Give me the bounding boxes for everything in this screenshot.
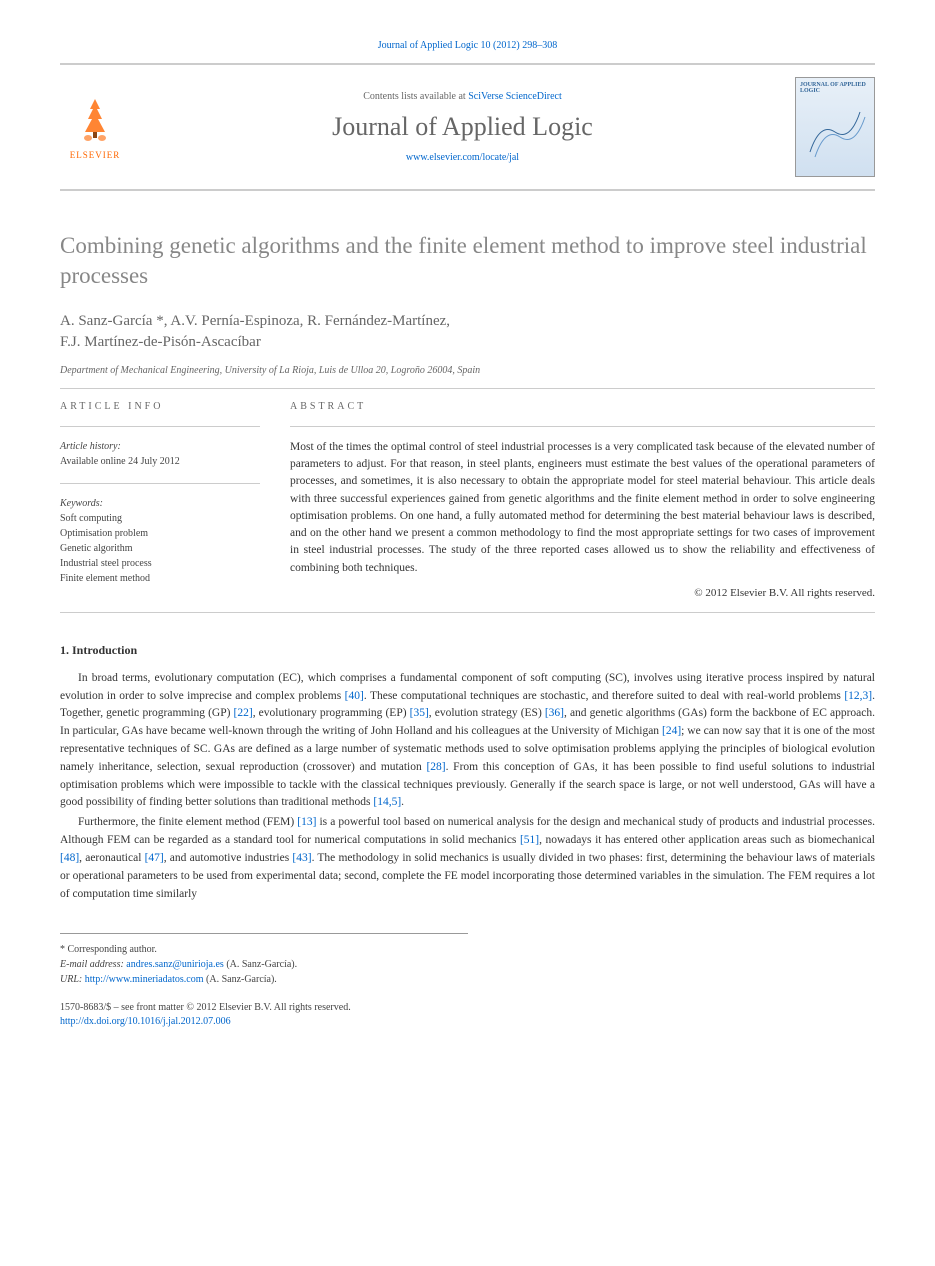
keywords-block: Keywords: Soft computing Optimisation pr… xyxy=(60,496,260,586)
url-label: URL: xyxy=(60,974,85,985)
paragraph-2: Furthermore, the finite element method (… xyxy=(60,814,875,903)
email-suffix: (A. Sanz-García). xyxy=(224,959,297,970)
cover-art-icon xyxy=(800,102,870,162)
divider-info-2 xyxy=(60,483,260,484)
abstract-copyright: © 2012 Elsevier B.V. All rights reserved… xyxy=(290,587,875,599)
keyword-item: Genetic algorithm xyxy=(60,541,260,556)
info-abstract-row: ARTICLE INFO Article history: Available … xyxy=(60,401,875,600)
cover-thumbnail[interactable]: JOURNAL OF APPLIED LOGIC xyxy=(795,77,875,177)
history-line: Available online 24 July 2012 xyxy=(60,454,260,469)
text-run: , aeronautical xyxy=(79,852,144,864)
divider-top xyxy=(60,388,875,389)
cover-thumb-title: JOURNAL OF APPLIED LOGIC xyxy=(800,82,870,94)
citation-link[interactable]: [12,3] xyxy=(844,690,872,702)
email-link[interactable]: andres.sanz@unirioja.es xyxy=(126,959,224,970)
text-run: . xyxy=(401,796,404,808)
keyword-item: Industrial steel process xyxy=(60,556,260,571)
divider-info-1 xyxy=(60,426,260,427)
abstract-label: ABSTRACT xyxy=(290,401,875,412)
citation-link[interactable]: [14,5] xyxy=(373,796,401,808)
abstract-text: Most of the times the optimal control of… xyxy=(290,439,875,577)
journal-name: Journal of Applied Logic xyxy=(130,112,795,142)
text-run: , evolution strategy (ES) xyxy=(429,707,545,719)
divider-abstract xyxy=(290,426,875,427)
citation-link[interactable]: [40] xyxy=(345,690,364,702)
history-label: Article history: xyxy=(60,439,260,454)
footer-meta: 1570-8683/$ – see front matter © 2012 El… xyxy=(60,1001,875,1029)
citation-link[interactable]: [48] xyxy=(60,852,79,864)
citation-link[interactable]: [24] xyxy=(662,725,681,737)
corresponding-author-note: * Corresponding author. xyxy=(60,942,468,957)
article-info-label: ARTICLE INFO xyxy=(60,401,260,412)
citation-link[interactable]: [13] xyxy=(297,816,316,828)
sciencedirect-link[interactable]: SciVerse ScienceDirect xyxy=(468,91,562,102)
keyword-item: Soft computing xyxy=(60,511,260,526)
article-history-block: Article history: Available online 24 Jul… xyxy=(60,439,260,469)
text-run: , and automotive industries xyxy=(164,852,293,864)
section-title-intro: 1. Introduction xyxy=(60,643,875,658)
text-run: , nowadays it has entered other applicat… xyxy=(539,834,875,846)
masthead: ELSEVIER Contents lists available at Sci… xyxy=(60,63,875,191)
citation-link[interactable]: [43] xyxy=(292,852,311,864)
doi-link[interactable]: http://dx.doi.org/10.1016/j.jal.2012.07.… xyxy=(60,1016,231,1027)
body-text: In broad terms, evolutionary computation… xyxy=(60,670,875,904)
citation-link[interactable]: [35] xyxy=(410,707,429,719)
divider-bottom xyxy=(60,612,875,613)
text-run: , evolutionary programming (EP) xyxy=(253,707,410,719)
text-run: Furthermore, the finite element method (… xyxy=(78,816,297,828)
article-title: Combining genetic algorithms and the fin… xyxy=(60,231,875,291)
email-line: E-mail address: andres.sanz@unirioja.es … xyxy=(60,957,468,972)
citation-link[interactable]: [36] xyxy=(545,707,564,719)
article-info-column: ARTICLE INFO Article history: Available … xyxy=(60,401,260,600)
journal-url-link[interactable]: www.elsevier.com/locate/jal xyxy=(406,152,519,163)
citation-link[interactable]: [28] xyxy=(426,761,445,773)
header-citation: Journal of Applied Logic 10 (2012) 298–3… xyxy=(60,40,875,51)
citation-link[interactable]: [47] xyxy=(145,852,164,864)
elsevier-text: ELSEVIER xyxy=(60,150,130,160)
citation-link[interactable]: Journal of Applied Logic 10 (2012) 298–3… xyxy=(378,40,557,51)
journal-url-line: www.elsevier.com/locate/jal xyxy=(130,152,795,163)
citation-link[interactable]: [51] xyxy=(520,834,539,846)
page-container: Journal of Applied Logic 10 (2012) 298–3… xyxy=(0,0,935,1069)
authors: A. Sanz-García *, A.V. Pernía-Espinoza, … xyxy=(60,311,875,353)
abstract-column: ABSTRACT Most of the times the optimal c… xyxy=(290,401,875,600)
issn-line: 1570-8683/$ – see front matter © 2012 El… xyxy=(60,1001,875,1015)
citation-link[interactable]: [22] xyxy=(234,707,253,719)
paragraph-1: In broad terms, evolutionary computation… xyxy=(60,670,875,813)
elsevier-tree-icon xyxy=(70,94,120,144)
keywords-label: Keywords: xyxy=(60,496,260,511)
masthead-center: Contents lists available at SciVerse Sci… xyxy=(130,91,795,163)
footnotes: * Corresponding author. E-mail address: … xyxy=(60,933,468,987)
authors-line-2: F.J. Martínez-de-Pisón-Ascacíbar xyxy=(60,334,261,350)
affiliation: Department of Mechanical Engineering, Un… xyxy=(60,365,875,376)
text-run: . These computational techniques are sto… xyxy=(364,690,845,702)
url-suffix: (A. Sanz-García). xyxy=(204,974,277,985)
email-label: E-mail address: xyxy=(60,959,126,970)
contents-line: Contents lists available at SciVerse Sci… xyxy=(130,91,795,102)
contents-prefix: Contents lists available at xyxy=(363,91,468,102)
keyword-item: Finite element method xyxy=(60,571,260,586)
url-line: URL: http://www.mineriadatos.com (A. San… xyxy=(60,972,468,987)
author-url-link[interactable]: http://www.mineriadatos.com xyxy=(85,974,204,985)
authors-line-1: A. Sanz-García *, A.V. Pernía-Espinoza, … xyxy=(60,313,450,329)
keyword-item: Optimisation problem xyxy=(60,526,260,541)
elsevier-logo[interactable]: ELSEVIER xyxy=(60,94,130,160)
